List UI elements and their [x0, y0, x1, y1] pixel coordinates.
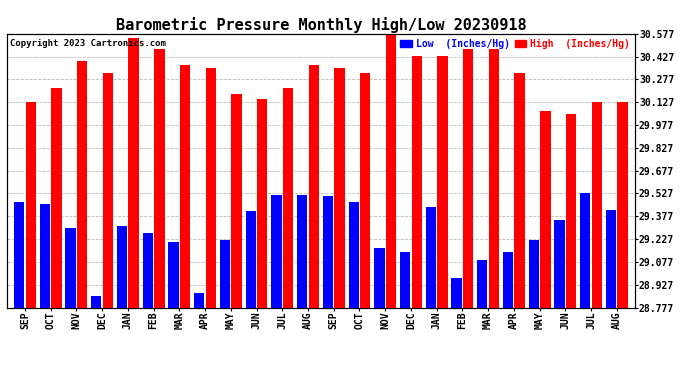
Bar [117, 226, 127, 308]
Bar [554, 220, 564, 308]
Bar [26, 102, 36, 308]
Bar [77, 61, 88, 308]
Bar [503, 252, 513, 308]
Bar [477, 260, 487, 308]
Bar [489, 48, 499, 308]
Bar [374, 248, 384, 308]
Bar [411, 56, 422, 308]
Bar [231, 94, 241, 308]
Text: Copyright 2023 Cartronics.com: Copyright 2023 Cartronics.com [10, 39, 166, 48]
Bar [592, 102, 602, 308]
Bar [168, 242, 179, 308]
Bar [66, 228, 76, 308]
Bar [220, 240, 230, 308]
Bar [283, 88, 293, 308]
Bar [143, 232, 153, 308]
Bar [580, 193, 591, 308]
Bar [323, 196, 333, 308]
Bar [386, 35, 396, 308]
Bar [180, 65, 190, 308]
Bar [540, 111, 551, 308]
Bar [451, 278, 462, 308]
Bar [566, 114, 576, 308]
Bar [14, 202, 24, 308]
Bar [529, 240, 539, 308]
Bar [360, 73, 371, 308]
Bar [257, 99, 268, 308]
Bar [437, 56, 448, 308]
Bar [91, 296, 101, 307]
Bar [206, 68, 216, 308]
Bar [426, 207, 436, 308]
Title: Barometric Pressure Monthly High/Low 20230918: Barometric Pressure Monthly High/Low 202… [115, 16, 526, 33]
Bar [128, 38, 139, 308]
Bar [246, 211, 256, 308]
Bar [194, 293, 204, 308]
Bar [400, 252, 411, 308]
Bar [463, 48, 473, 308]
Bar [618, 102, 628, 308]
Bar [155, 48, 164, 308]
Bar [297, 195, 307, 308]
Bar [51, 88, 61, 308]
Bar [515, 73, 525, 308]
Bar [606, 210, 616, 308]
Bar [348, 202, 359, 308]
Legend: Low  (Inches/Hg), High  (Inches/Hg): Low (Inches/Hg), High (Inches/Hg) [400, 39, 630, 49]
Bar [103, 73, 113, 308]
Bar [271, 195, 282, 308]
Bar [335, 68, 344, 308]
Bar [308, 65, 319, 308]
Bar [40, 204, 50, 308]
